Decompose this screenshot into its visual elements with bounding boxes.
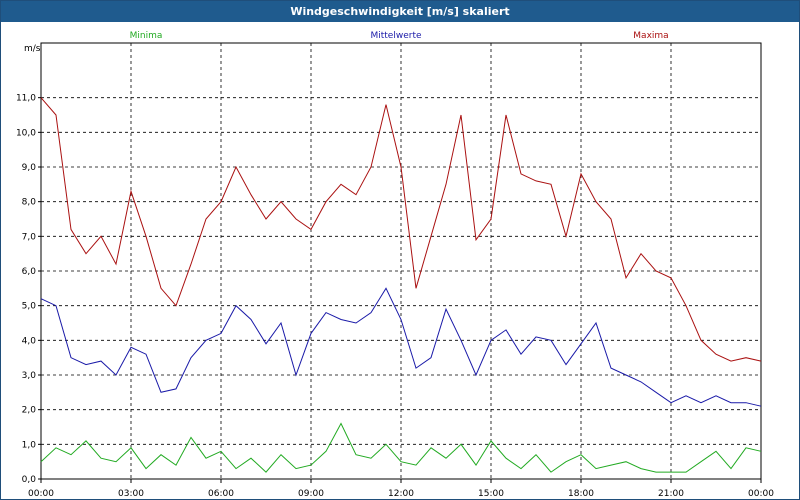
chart-title: Windgeschwindigkeit [m/s] skaliert: [1, 1, 799, 22]
y-tick-label: 2,0: [22, 406, 37, 416]
series-line-minima: [40, 422, 762, 473]
x-tick-time-label: 03:00: [118, 489, 144, 499]
x-tick-time-label: 21:00: [658, 489, 684, 499]
y-tick-label: 5,0: [22, 302, 37, 312]
y-axis-label: m/s: [24, 44, 41, 54]
legend-entry-minima: Minima: [130, 31, 163, 41]
legend-entry-maxima: Maxima: [633, 31, 668, 41]
y-tick-label: 8,0: [22, 198, 37, 208]
y-tick-label: 4,0: [22, 336, 37, 346]
y-tick-label: 9,0: [22, 163, 37, 173]
series-lines: [40, 97, 762, 473]
y-tick-label: 10,0: [16, 128, 36, 138]
wind-speed-chart: m/s 0,0 1,0 2,0 3,0 4,0 5,0 6,0 7,0 8,0 9,0 10,0 11…: [16, 31, 774, 499]
x-tick-time-label: 00:00: [28, 489, 54, 499]
y-tick-label: 1,0: [22, 440, 37, 450]
x-tick-time-label: 09:00: [298, 489, 324, 499]
x-tick-time-label: 06:00: [208, 489, 234, 499]
x-tick-time-label: 12:00: [388, 489, 414, 499]
x-tick-time-label: 18:00: [568, 489, 594, 499]
series-line-mittelwerte: [40, 287, 762, 407]
y-tick-label: 6,0: [22, 267, 37, 277]
x-tick-time-label: 00:00: [748, 489, 774, 499]
y-tick-label: 3,0: [22, 371, 37, 381]
x-tick-time-label: 15:00: [478, 489, 504, 499]
series-line-maxima: [40, 97, 762, 362]
y-tick-label: 0,0: [22, 475, 37, 485]
y-axis: m/s 0,0 1,0 2,0 3,0 4,0 5,0 6,0 7,0 8,0 9,0 10,0 11…: [16, 44, 41, 485]
y-tick-label: 7,0: [22, 232, 37, 242]
y-tick-label: 11,0: [16, 94, 36, 104]
legend: Minima Mittelwerte Maxima: [130, 31, 669, 41]
legend-entry-mittelwerte: Mittelwerte: [370, 31, 421, 41]
x-axis: 00:0006.07.2003:0006.07.2006:0006.07.200…: [28, 479, 774, 499]
